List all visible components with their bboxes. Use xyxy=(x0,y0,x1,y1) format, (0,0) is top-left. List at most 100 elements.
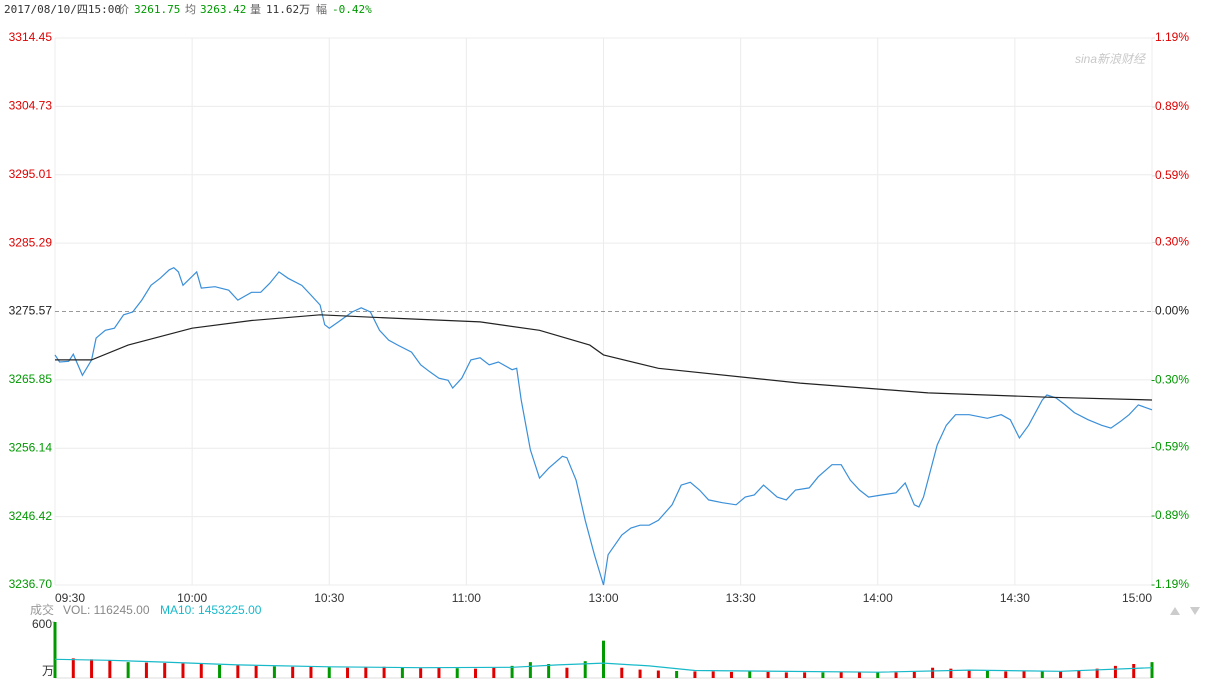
volume-bar xyxy=(656,670,660,678)
volume-bar xyxy=(784,672,788,678)
volume-bar xyxy=(1077,670,1081,678)
volume-label: VOL: 116245.00 xyxy=(63,603,150,617)
y-tick-label: 3314.45 xyxy=(9,30,53,44)
volume-title: 成交 xyxy=(30,602,54,617)
volume-bar xyxy=(254,665,258,678)
scroll-up[interactable] xyxy=(1170,607,1180,615)
scroll-down[interactable] xyxy=(1190,607,1200,615)
volume-bar xyxy=(218,664,222,678)
volume-bar xyxy=(400,667,404,678)
y2-tick-label: 0.30% xyxy=(1155,235,1189,249)
volume-bar xyxy=(894,672,898,678)
volume-unit: 万 xyxy=(42,664,54,678)
header-vol: 11.62万 xyxy=(266,3,310,16)
y-tick-label: 3275.57 xyxy=(9,304,53,318)
volume-bar xyxy=(803,672,807,678)
volume-bar xyxy=(1004,671,1008,678)
volume-bar xyxy=(1113,665,1117,678)
volume-bar xyxy=(839,671,843,678)
volume-bar xyxy=(382,666,386,678)
volume-bar xyxy=(1150,662,1154,678)
x-tick-label: 10:30 xyxy=(314,591,344,605)
volume-bar xyxy=(748,671,752,678)
y2-tick-label: -0.30% xyxy=(1151,373,1189,387)
volume-bar xyxy=(638,669,642,678)
volume-bar xyxy=(711,671,715,678)
volume-bar xyxy=(236,665,240,678)
volume-bar xyxy=(1040,671,1044,678)
volume-bar xyxy=(163,663,167,678)
volume-bar xyxy=(912,671,916,678)
volume-bar xyxy=(693,671,697,678)
header-avg-label: 均 xyxy=(185,3,196,16)
volume-bar xyxy=(985,671,989,678)
y2-tick-label: 0.59% xyxy=(1155,168,1189,182)
volume-bar xyxy=(729,671,733,678)
header-chg: -0.42% xyxy=(332,3,372,16)
y-tick-label: 3256.14 xyxy=(9,440,53,454)
volume-bar xyxy=(620,667,624,678)
volume-bar xyxy=(510,665,514,678)
volume-bar xyxy=(1095,668,1099,678)
volume-bar xyxy=(547,664,551,678)
x-tick-label: 13:00 xyxy=(588,591,618,605)
ma-label: MA10: 1453225.00 xyxy=(160,603,262,617)
volume-bar xyxy=(53,622,57,678)
x-tick-label: 14:00 xyxy=(863,591,893,605)
volume-bar xyxy=(364,667,368,678)
x-tick-label: 09:30 xyxy=(55,591,85,605)
header-chg-label: 幅 xyxy=(316,3,327,16)
y2-tick-label: 0.00% xyxy=(1155,304,1189,318)
volume-bar xyxy=(931,667,935,678)
volume-bar xyxy=(1059,671,1063,678)
y-tick-label: 3265.85 xyxy=(9,372,53,386)
header-price-label: 价 xyxy=(118,3,129,16)
volume-bar xyxy=(419,668,423,678)
y-tick-label: 3236.70 xyxy=(9,577,53,591)
volume-bar xyxy=(437,667,441,678)
volume-bar xyxy=(181,663,185,678)
x-tick-label: 13:30 xyxy=(726,591,756,605)
ma-line xyxy=(54,658,1153,673)
header-vol-label: 量 xyxy=(250,3,261,16)
volume-bar xyxy=(291,666,295,678)
y2-tick-label: -0.89% xyxy=(1151,508,1189,522)
y-tick-label: 3246.42 xyxy=(9,509,53,523)
volume-bar xyxy=(602,640,605,678)
volume-bar xyxy=(309,666,313,678)
volume-bar xyxy=(108,660,112,678)
volume-bar xyxy=(272,666,276,678)
volume-bar xyxy=(857,672,861,678)
volume-bar xyxy=(821,672,825,678)
price-line xyxy=(54,266,1153,586)
volume-bar xyxy=(949,668,953,678)
header-avg: 3263.42 xyxy=(200,3,246,16)
header-price: 3261.75 xyxy=(134,3,180,16)
average-line xyxy=(55,314,1153,401)
volume-bar xyxy=(528,662,532,678)
y-tick-label: 3295.01 xyxy=(9,167,53,181)
volume-bar xyxy=(199,664,203,678)
y-tick-label: 3285.29 xyxy=(9,235,53,249)
watermark: sina新浪财经 xyxy=(1075,52,1147,66)
x-tick-label: 11:00 xyxy=(452,591,481,605)
x-tick-label: 10:00 xyxy=(177,591,207,605)
y2-tick-label: -0.59% xyxy=(1151,439,1189,453)
volume-bar xyxy=(675,671,679,678)
y-tick-label: 600 xyxy=(32,617,52,631)
volume-bar xyxy=(583,661,587,678)
volume-bar xyxy=(90,659,94,678)
volume-bar xyxy=(455,668,459,678)
x-tick-label: 15:00 xyxy=(1122,591,1152,605)
volume-bar xyxy=(126,662,130,678)
x-tick-label: 14:30 xyxy=(1000,591,1030,605)
volume-bar xyxy=(492,667,496,678)
y2-tick-label: 1.19% xyxy=(1155,30,1189,44)
header-datetime: 2017/08/10/四15:00 xyxy=(4,3,121,16)
volume-bar xyxy=(565,667,569,678)
volume-bar xyxy=(327,667,331,678)
y2-tick-label: -1.19% xyxy=(1151,577,1189,591)
volume-bar xyxy=(766,671,770,678)
volume-bar xyxy=(71,658,75,678)
